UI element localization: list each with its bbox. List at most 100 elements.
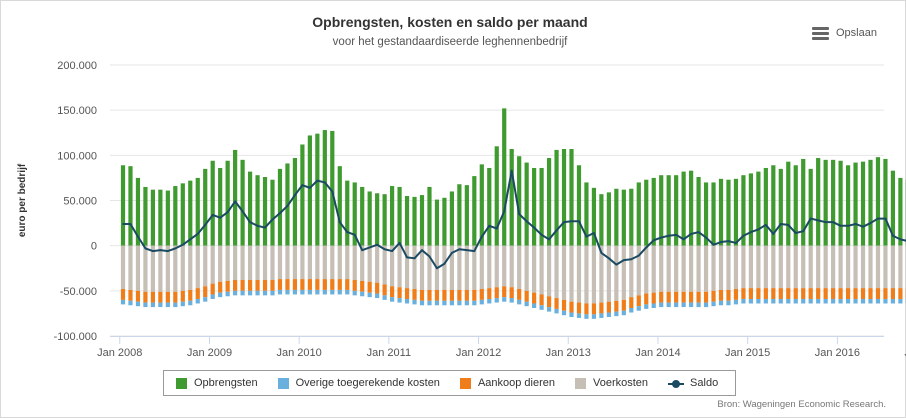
bar-overige-kosten [875, 298, 881, 304]
saldo-point [750, 231, 752, 234]
bar-voerkosten [860, 245, 866, 289]
bar-opbrengsten [375, 193, 380, 246]
bar-overige-kosten [150, 302, 155, 308]
bar-overige-kosten [883, 298, 888, 304]
bar-overige-kosten [681, 302, 686, 308]
saldo-point [877, 217, 879, 220]
bar-voerkosten [479, 245, 484, 290]
bar-aankoop-dieren [808, 288, 813, 299]
bar-overige-kosten [771, 298, 776, 304]
bar-opbrengsten [434, 199, 440, 246]
bar-overige-kosten [733, 299, 739, 305]
bar-voerkosten [576, 245, 582, 303]
saldo-point [518, 213, 521, 215]
bar-overige-kosten [561, 310, 567, 316]
bar-voerkosten [875, 245, 881, 289]
saldo-point [279, 212, 281, 215]
bar-opbrengsten [225, 160, 230, 246]
bar-overige-kosten [666, 302, 671, 308]
legend-item-voerkosten[interactable]: Voerkosten [575, 377, 648, 389]
legend-line-saldo [668, 378, 685, 389]
bar-voerkosten [352, 245, 357, 280]
saldo-point [488, 224, 491, 227]
saldo-point [204, 223, 207, 226]
bar-overige-kosten [532, 303, 537, 308]
saldo-point [667, 234, 670, 237]
bar-voerkosten [292, 245, 298, 280]
saldo-point [249, 221, 251, 224]
bar-aankoop-dieren [360, 280, 365, 292]
bar-aankoop-dieren [143, 291, 148, 303]
bar-opbrengsten [771, 165, 776, 246]
bar-voerkosten [831, 245, 836, 289]
bar-overige-kosten [404, 298, 410, 304]
bar-opbrengsten [561, 149, 567, 246]
bar-opbrengsten [457, 184, 462, 246]
bar-voerkosten [419, 245, 425, 290]
save-button[interactable]: Opslaan [812, 22, 877, 44]
bar-aankoop-dieren [576, 302, 582, 314]
bar-overige-kosten [419, 300, 425, 306]
bar-aankoop-dieren [330, 279, 335, 290]
bar-aankoop-dieren [636, 295, 641, 307]
bar-aankoop-dieren [292, 279, 298, 290]
bar-opbrengsten [644, 179, 649, 246]
bar-overige-kosten [375, 293, 380, 299]
saldo-point [458, 248, 461, 251]
bar-voerkosten [315, 245, 320, 280]
bar-overige-kosten [868, 298, 873, 304]
saldo-point [503, 210, 506, 213]
bar-voerkosten [150, 245, 155, 292]
bar-opbrengsten [868, 159, 873, 246]
bar-overige-kosten [711, 301, 716, 307]
bar-voerkosten [472, 245, 477, 290]
saldo-point [316, 179, 319, 182]
saldo-point [779, 223, 782, 225]
bar-opbrengsten [158, 189, 163, 246]
legend-item-saldo[interactable]: Saldo [668, 377, 718, 389]
bar-overige-kosten [367, 292, 372, 298]
legend-item-opbrengsten[interactable]: Opbrengsten [176, 377, 258, 389]
bar-voerkosten [868, 245, 873, 289]
saldo-point [129, 223, 132, 225]
saldo-point [301, 184, 304, 187]
bar-opbrengsten [539, 167, 544, 246]
bar-voerkosten [845, 245, 851, 289]
bar-voerkosten [696, 245, 701, 292]
saldo-point [421, 249, 423, 252]
bar-voerkosten [404, 245, 410, 289]
x-tick-label: Jan 2010 [277, 347, 322, 359]
bar-aankoop-dieren [375, 282, 380, 294]
bar-aankoop-dieren [120, 289, 126, 300]
bar-opbrengsten [763, 167, 768, 246]
bar-aankoop-dieren [853, 288, 858, 299]
bar-overige-kosten [487, 298, 492, 304]
bar-voerkosten [225, 245, 230, 281]
saldo-point [234, 200, 237, 203]
bar-opbrengsten [360, 186, 365, 246]
legend-item-overige[interactable]: Overige toegerekende kosten [277, 377, 440, 389]
bar-voerkosten [262, 245, 268, 280]
bar-opbrengsten [681, 171, 686, 246]
bar-overige-kosten [853, 298, 858, 304]
bar-voerkosten [255, 245, 260, 280]
legend-item-aankoop[interactable]: Aankoop dieren [459, 377, 555, 389]
bar-overige-kosten [614, 311, 619, 317]
bar-aankoop-dieren [210, 283, 215, 295]
bar-aankoop-dieren [419, 289, 425, 301]
bar-voerkosten [509, 245, 514, 288]
saldo-point [839, 224, 842, 227]
saldo-point [294, 194, 296, 196]
bar-opbrengsten [337, 166, 342, 246]
chart-subtitle: voor het gestandaardiseerde leghennenbed… [332, 36, 568, 48]
bar-voerkosten [659, 245, 664, 292]
saldo-point [533, 226, 536, 229]
bar-overige-kosten [689, 302, 694, 308]
bar-overige-kosten [285, 289, 290, 295]
bar-opbrengsten [748, 173, 753, 246]
bar-aankoop-dieren [397, 287, 402, 299]
x-tick-label: Jan 2008 [97, 347, 142, 359]
bar-aankoop-dieren [487, 288, 492, 299]
saldo-point [794, 232, 797, 234]
bar-overige-kosten [397, 298, 402, 303]
